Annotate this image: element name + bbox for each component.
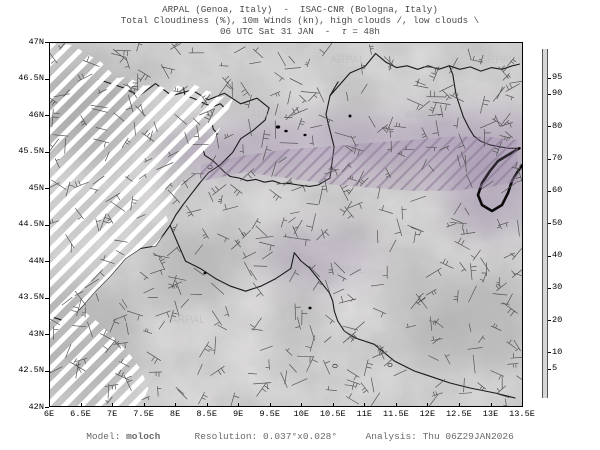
svg-text:ARPAL: ARPAL [480,54,515,66]
svg-text:ARPAL: ARPAL [330,54,365,66]
svg-text:ARPAL: ARPAL [250,109,285,121]
svg-text:ARPAL: ARPAL [170,314,205,326]
svg-text:ARPAL: ARPAL [330,264,365,276]
